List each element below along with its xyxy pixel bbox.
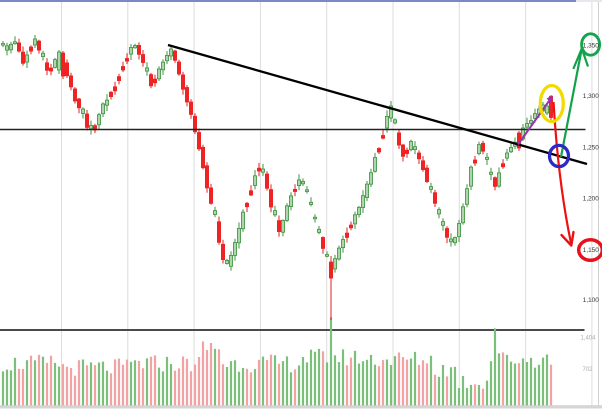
svg-text:1,300: 1,300	[583, 93, 599, 100]
svg-text:1,350: 1,350	[583, 43, 599, 50]
svg-text:1,200: 1,200	[583, 196, 599, 203]
svg-text:1,250: 1,250	[583, 145, 599, 152]
svg-text:1,150: 1,150	[583, 247, 599, 254]
svg-text:702: 702	[582, 367, 593, 373]
svg-text:1,100: 1,100	[583, 297, 599, 304]
svg-text:1,404: 1,404	[580, 336, 596, 342]
